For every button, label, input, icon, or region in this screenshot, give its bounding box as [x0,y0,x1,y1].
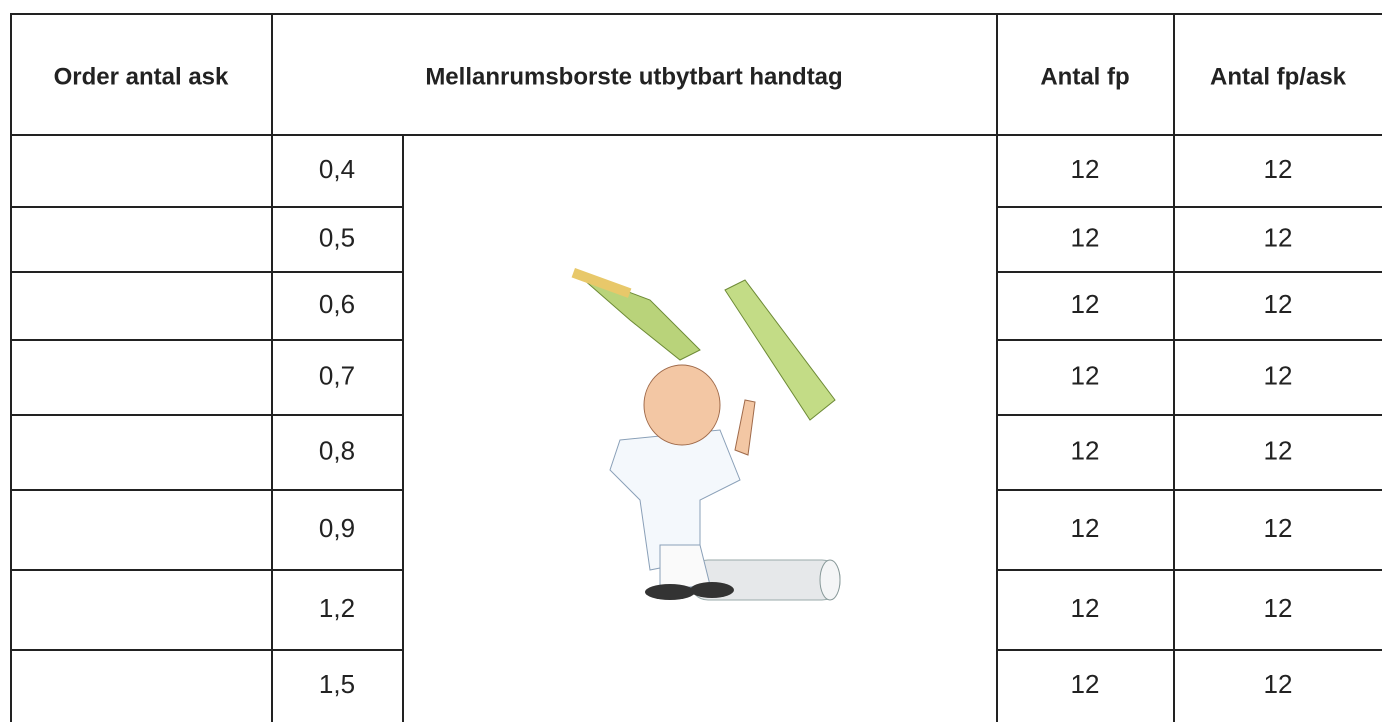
cell: 0,8 [319,435,355,465]
brush-cap [725,280,835,420]
cell: 12 [1264,154,1293,184]
page: {"table": { "header": ["Order antal ask"… [0,0,1382,722]
cell: 0,9 [319,513,355,543]
header-cell: Mellanrumsborste utbytbart handtag [425,63,842,90]
header-cell: Order antal ask [54,63,229,90]
arm [735,400,755,455]
cell: 12 [1264,593,1293,623]
cell: 12 [1264,360,1293,390]
cell: 12 [1071,222,1100,252]
pipe-end [820,560,840,600]
cell: 12 [1071,154,1100,184]
cell: 12 [1071,669,1100,699]
cell: 12 [1264,513,1293,543]
cell: 12 [1071,360,1100,390]
shoe [690,582,734,598]
order-table: Order antal ask Mellanrumsborste utbytbar… [0,0,1382,722]
head [644,365,720,445]
header-cell: Antal fp [1040,63,1129,90]
cell: 12 [1071,593,1100,623]
cell: 12 [1071,513,1100,543]
cell: 12 [1264,222,1293,252]
cell: 12 [1264,435,1293,465]
header-cell: Antal fp/ask [1210,63,1347,90]
cell: 12 [1264,289,1293,319]
shoe [645,584,695,600]
cell: 1,2 [319,593,355,623]
cell: 0,7 [319,360,355,390]
cell: 1,5 [319,669,355,699]
cell: 0,5 [319,222,355,252]
illustration [572,268,840,600]
cell: 12 [1071,289,1100,319]
cell: 0,4 [319,154,355,184]
cell: 12 [1264,669,1293,699]
cell: 0,6 [319,289,355,319]
cell: 12 [1071,435,1100,465]
